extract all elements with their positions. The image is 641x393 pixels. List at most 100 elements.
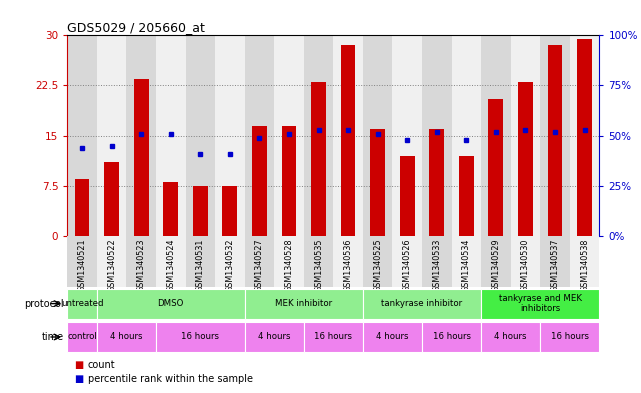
Text: time: time [42, 332, 64, 342]
Text: GSM1340538: GSM1340538 [580, 238, 589, 292]
Text: 16 hours: 16 hours [433, 332, 470, 342]
Bar [481, 236, 511, 287]
Bar [281, 125, 296, 236]
Bar [540, 322, 599, 352]
Text: GSM1340525: GSM1340525 [373, 238, 382, 292]
Bar [274, 236, 304, 287]
Bar [193, 185, 208, 236]
Text: ■: ■ [74, 360, 83, 371]
Bar [363, 288, 481, 319]
Bar [481, 322, 540, 352]
Bar [245, 35, 274, 236]
Text: GSM1340534: GSM1340534 [462, 238, 471, 292]
Bar [451, 35, 481, 236]
Bar [126, 236, 156, 287]
Bar [570, 236, 599, 287]
Bar [245, 288, 363, 319]
Text: 16 hours: 16 hours [181, 332, 219, 342]
Bar [97, 35, 126, 236]
Bar [459, 156, 474, 236]
Text: tankyrase and MEK
inhibitors: tankyrase and MEK inhibitors [499, 294, 582, 313]
Text: GSM1340530: GSM1340530 [521, 238, 530, 292]
Text: GSM1340529: GSM1340529 [492, 238, 501, 292]
Text: protocol: protocol [24, 299, 64, 309]
Text: 16 hours: 16 hours [314, 332, 353, 342]
Bar [363, 236, 392, 287]
Bar [156, 322, 245, 352]
Bar [97, 288, 245, 319]
Bar [185, 236, 215, 287]
Bar [185, 35, 215, 236]
Bar [422, 35, 451, 236]
Bar [333, 35, 363, 236]
Bar [304, 35, 333, 236]
Bar [215, 35, 245, 236]
Bar [518, 82, 533, 236]
Bar [215, 236, 245, 287]
Bar [341, 45, 356, 236]
Bar [252, 125, 267, 236]
Bar [126, 35, 156, 236]
Text: GDS5029 / 205660_at: GDS5029 / 205660_at [67, 21, 205, 34]
Bar [570, 35, 599, 236]
Bar [97, 322, 156, 352]
Bar [577, 39, 592, 236]
Bar [304, 322, 363, 352]
Text: GSM1340522: GSM1340522 [107, 238, 116, 292]
Bar [540, 35, 570, 236]
Bar [222, 185, 237, 236]
Bar [97, 236, 126, 287]
Text: control: control [67, 332, 97, 342]
Text: GSM1340528: GSM1340528 [285, 238, 294, 292]
Bar [311, 82, 326, 236]
Text: GSM1340535: GSM1340535 [314, 238, 323, 292]
Bar [422, 236, 451, 287]
Text: GSM1340531: GSM1340531 [196, 238, 205, 292]
Bar [540, 236, 570, 287]
Bar [245, 236, 274, 287]
Text: 16 hours: 16 hours [551, 332, 589, 342]
Bar [481, 288, 599, 319]
Text: GSM1340536: GSM1340536 [344, 238, 353, 292]
Bar [370, 129, 385, 236]
Text: untreated: untreated [61, 299, 103, 308]
Bar [511, 236, 540, 287]
Bar [481, 35, 511, 236]
Text: GSM1340537: GSM1340537 [551, 238, 560, 292]
Text: 4 hours: 4 hours [494, 332, 527, 342]
Bar [363, 322, 422, 352]
Text: percentile rank within the sample: percentile rank within the sample [88, 374, 253, 384]
Text: GSM1340533: GSM1340533 [432, 238, 441, 292]
Bar [104, 162, 119, 236]
Bar [67, 288, 97, 319]
Bar [274, 35, 304, 236]
Bar [392, 35, 422, 236]
Text: GSM1340523: GSM1340523 [137, 238, 146, 292]
Bar [333, 236, 363, 287]
Bar [488, 99, 503, 236]
Text: GSM1340527: GSM1340527 [255, 238, 264, 292]
Bar [400, 156, 415, 236]
Text: GSM1340524: GSM1340524 [166, 238, 175, 292]
Bar [392, 236, 422, 287]
Bar [67, 236, 97, 287]
Bar [75, 179, 90, 236]
Bar [156, 236, 185, 287]
Bar [156, 35, 185, 236]
Text: count: count [88, 360, 115, 371]
Bar [304, 236, 333, 287]
Bar [67, 35, 97, 236]
Bar [422, 322, 481, 352]
Text: GSM1340526: GSM1340526 [403, 238, 412, 292]
Text: 4 hours: 4 hours [110, 332, 143, 342]
Bar [511, 35, 540, 236]
Bar [67, 322, 97, 352]
Text: 4 hours: 4 hours [376, 332, 409, 342]
Bar [134, 79, 149, 236]
Text: 4 hours: 4 hours [258, 332, 290, 342]
Bar [429, 129, 444, 236]
Text: GSM1340521: GSM1340521 [78, 238, 87, 292]
Text: GSM1340532: GSM1340532 [226, 238, 235, 292]
Text: ■: ■ [74, 374, 83, 384]
Text: MEK inhibitor: MEK inhibitor [275, 299, 332, 308]
